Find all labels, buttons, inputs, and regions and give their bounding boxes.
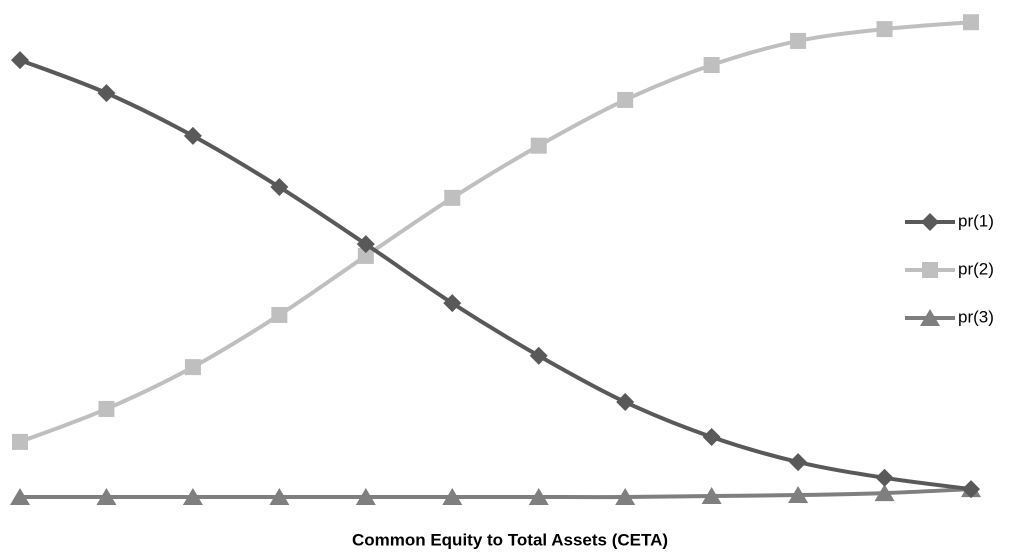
point-marker — [182, 488, 203, 505]
x-axis-label: Common Equity to Total Assets (CETA) — [352, 530, 668, 549]
point-marker — [183, 126, 202, 145]
point-marker — [789, 453, 808, 472]
point-marker — [530, 137, 547, 154]
point-marker — [11, 51, 29, 70]
point-marker — [701, 487, 722, 505]
series-line — [20, 487, 972, 500]
legend-marker — [921, 213, 939, 231]
point-marker — [271, 306, 288, 323]
point-marker — [528, 488, 549, 505]
point-marker — [270, 178, 289, 197]
point-marker — [874, 484, 895, 502]
point-marker — [876, 21, 893, 38]
series-line — [19, 58, 972, 492]
point-marker — [702, 427, 721, 446]
point-marker — [617, 91, 634, 108]
point-marker — [529, 346, 548, 365]
point-marker — [443, 294, 462, 313]
legend-marker — [922, 262, 938, 278]
legend-label: pr(2) — [958, 259, 994, 278]
point-marker — [788, 486, 809, 504]
point-marker — [444, 189, 461, 206]
point-marker — [96, 488, 117, 505]
point-marker — [10, 488, 30, 505]
point-marker — [703, 57, 720, 74]
point-marker — [790, 32, 807, 49]
point-marker — [356, 235, 375, 254]
point-marker — [97, 84, 116, 103]
point-marker — [269, 488, 290, 505]
point-marker — [615, 488, 636, 505]
point-marker — [963, 14, 979, 31]
legend-marker — [920, 309, 940, 326]
point-marker — [962, 480, 980, 499]
point-marker — [442, 488, 463, 505]
legend-label: pr(3) — [958, 307, 994, 326]
point-marker — [12, 433, 28, 450]
series-line — [19, 20, 972, 444]
point-marker — [355, 488, 376, 505]
legend-label: pr(1) — [958, 211, 994, 230]
point-marker — [875, 468, 894, 487]
point-marker — [98, 400, 115, 417]
point-marker — [616, 393, 635, 412]
point-marker — [184, 359, 201, 376]
point-marker — [357, 247, 374, 264]
